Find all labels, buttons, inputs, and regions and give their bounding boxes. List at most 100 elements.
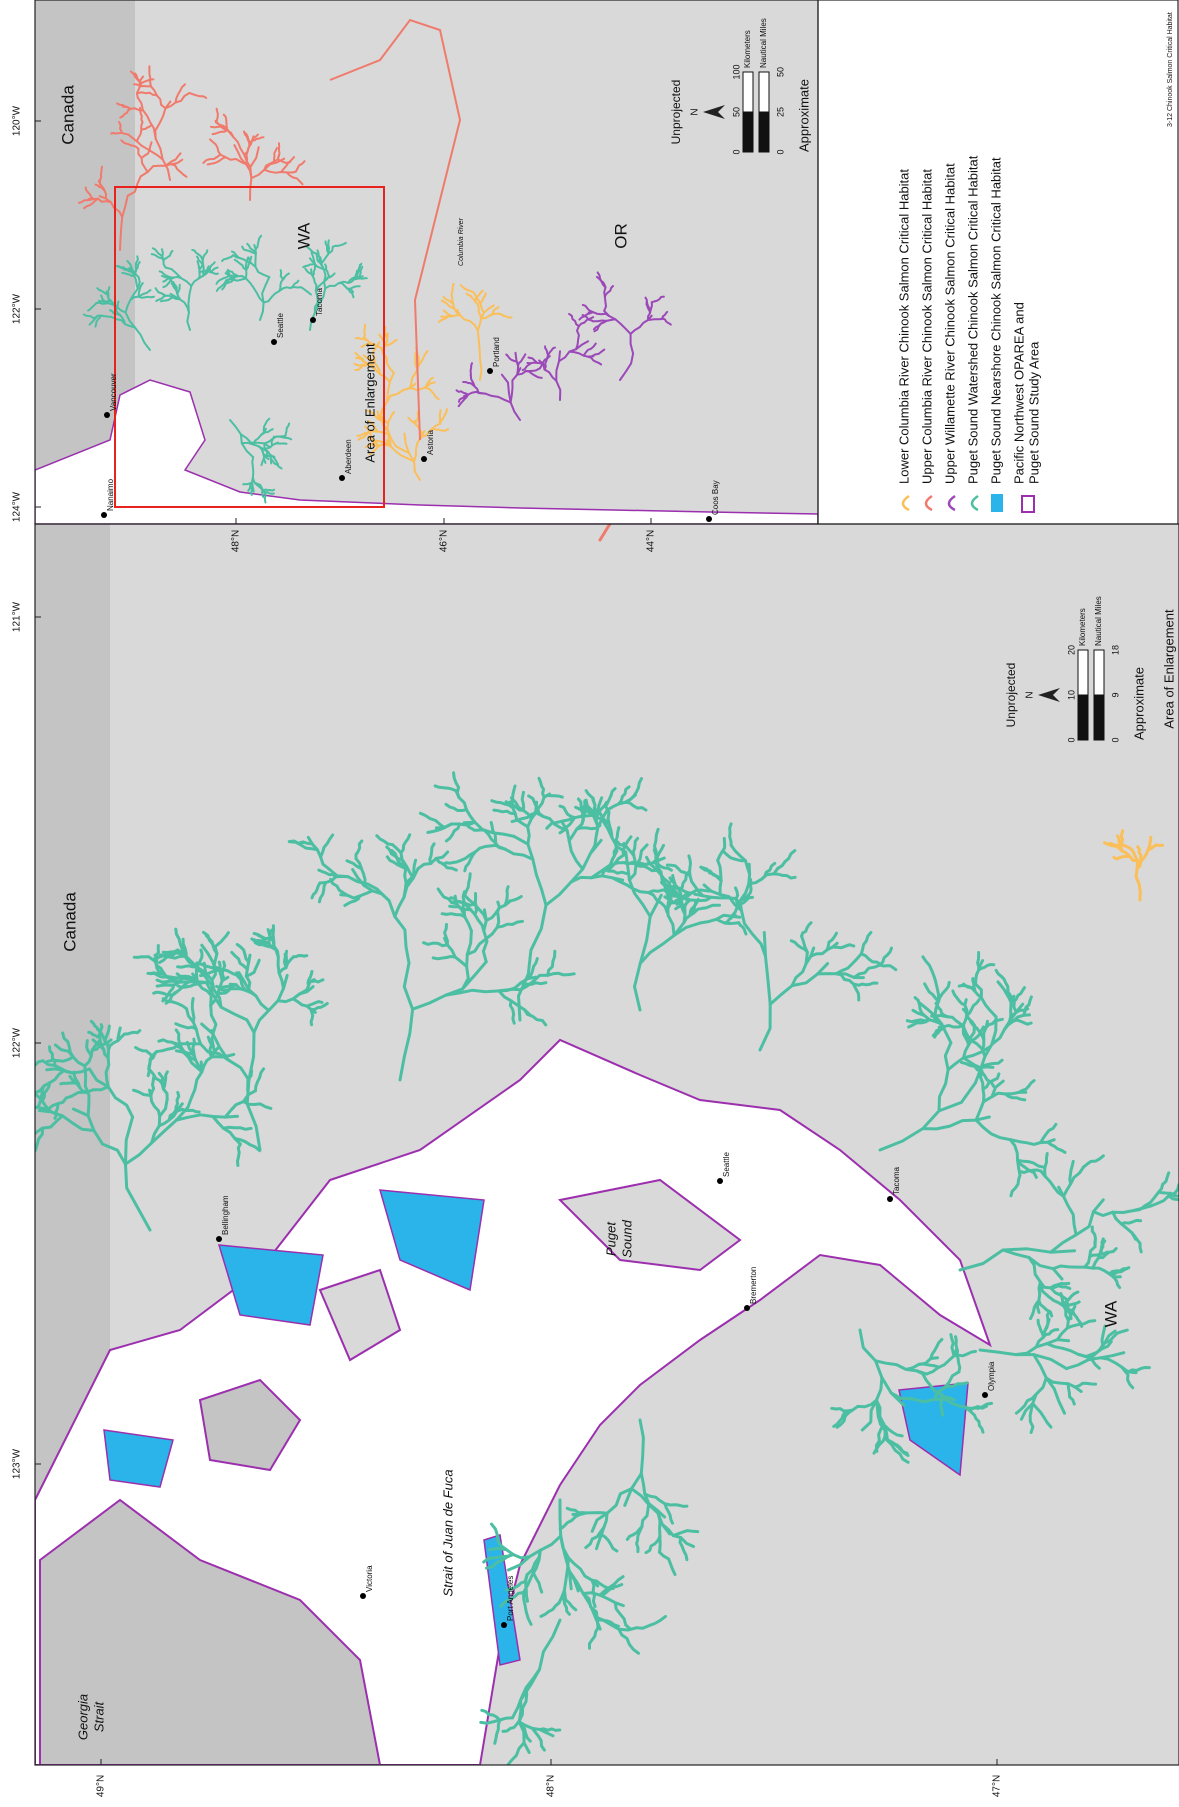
river bbox=[522, 792, 523, 810]
river bbox=[941, 1394, 943, 1415]
scale-note: Approximate bbox=[1131, 667, 1146, 740]
city-label: Olympia bbox=[987, 1361, 996, 1391]
page: Canada WA Puget Sound Georgia Strait Str… bbox=[0, 0, 1179, 1807]
city-label: Bellingham bbox=[221, 1195, 230, 1235]
scale-tick-label: 0 bbox=[731, 149, 741, 154]
water-label: Sound bbox=[619, 1219, 634, 1257]
scale-tick-label: 25 bbox=[775, 107, 785, 117]
scale-bar-segment bbox=[1078, 695, 1088, 740]
river bbox=[134, 957, 151, 959]
city-dot bbox=[310, 317, 316, 323]
city-label: Portland bbox=[492, 337, 501, 367]
river bbox=[544, 795, 562, 797]
scale-unit: Nautical Miles bbox=[759, 18, 768, 68]
river bbox=[243, 483, 252, 484]
city-dot bbox=[216, 1236, 222, 1242]
city-dot bbox=[982, 1392, 988, 1398]
scale-unit: Kilometers bbox=[743, 30, 752, 68]
scale-tick-label: 100 bbox=[731, 64, 741, 79]
river bbox=[223, 1127, 251, 1129]
city-dot bbox=[717, 1178, 723, 1184]
city-dot bbox=[744, 1305, 750, 1311]
longitude-label: 121°W bbox=[12, 601, 23, 632]
city-label: Aberdeen bbox=[344, 439, 353, 474]
latitude-label: 46°N bbox=[439, 530, 450, 552]
scale-tick-label: 20 bbox=[1066, 645, 1076, 655]
scale-bar-segment bbox=[1094, 650, 1104, 695]
river bbox=[626, 863, 650, 864]
river bbox=[311, 1009, 313, 1024]
city-dot bbox=[501, 1622, 507, 1628]
region-label: Canada bbox=[60, 892, 79, 952]
river bbox=[192, 999, 194, 1023]
city-label: Tacoma bbox=[315, 287, 324, 316]
scale-bar-segment bbox=[1094, 695, 1104, 740]
city-dot bbox=[487, 368, 493, 374]
region-label: WA bbox=[294, 222, 313, 249]
river bbox=[148, 973, 163, 974]
river bbox=[273, 926, 274, 947]
city-dot bbox=[706, 516, 712, 522]
latitude-label: 44°N bbox=[646, 530, 657, 552]
scale-bar-segment bbox=[759, 72, 769, 112]
longitude-label: 120°W bbox=[12, 105, 23, 136]
scale-tick-label: 18 bbox=[1110, 645, 1120, 655]
footer: 3-12 Chinook Salmon Critical Habitat bbox=[1167, 12, 1174, 127]
water-label: Georgia bbox=[75, 1694, 90, 1740]
city-label: Seattle bbox=[276, 313, 285, 338]
latitude-label: 48°N bbox=[546, 1775, 557, 1797]
scale-tick-label: 0 bbox=[1110, 737, 1120, 742]
city-label: Seattle bbox=[722, 1152, 731, 1177]
city-label: Tacoma bbox=[892, 1166, 901, 1195]
scale-bar-segment bbox=[1078, 650, 1088, 695]
latitude-label: 47°N bbox=[992, 1775, 1003, 1797]
water-label: Puget bbox=[603, 1221, 618, 1256]
river bbox=[730, 824, 732, 846]
river bbox=[262, 488, 264, 497]
scale-tick-label: 50 bbox=[731, 107, 741, 117]
river bbox=[178, 966, 198, 967]
longitude-label: 123°W bbox=[12, 1448, 23, 1479]
longitude-label: 124°W bbox=[12, 491, 23, 522]
region-label: OR bbox=[611, 223, 630, 249]
city-dot bbox=[360, 1593, 366, 1599]
city-label: Victoria bbox=[365, 1565, 374, 1592]
scale-tick-label: 0 bbox=[775, 149, 785, 154]
river bbox=[1121, 831, 1123, 845]
river bbox=[111, 133, 121, 134]
river bbox=[540, 1729, 560, 1731]
scale-tick-label: 50 bbox=[775, 67, 785, 77]
river bbox=[139, 297, 154, 298]
city-label: Vancouver bbox=[109, 373, 118, 411]
river bbox=[275, 443, 287, 444]
city-dot bbox=[421, 456, 427, 462]
city-dot bbox=[271, 339, 277, 345]
river bbox=[61, 1083, 76, 1084]
city-dot bbox=[887, 1196, 893, 1202]
river bbox=[689, 856, 691, 876]
city-dot bbox=[104, 412, 110, 418]
scale-unit: Nautical Miles bbox=[1094, 596, 1103, 646]
longitude-label: 122°W bbox=[12, 293, 23, 324]
map-sheet: Canada WA Puget Sound Georgia Strait Str… bbox=[0, 0, 1179, 1807]
projection: Unprojected bbox=[1004, 663, 1018, 728]
city-label: Astoria bbox=[426, 430, 435, 455]
scale-tick-label: 0 bbox=[1066, 737, 1076, 742]
caption: Area of Enlargement bbox=[1161, 609, 1176, 729]
river bbox=[357, 278, 367, 279]
city-label: Bremerton bbox=[749, 1267, 758, 1304]
scale-note: Approximate bbox=[796, 79, 811, 152]
region-label: Canada bbox=[58, 85, 77, 145]
river bbox=[978, 953, 979, 970]
legend-symbol bbox=[991, 494, 1003, 512]
legend-label: Puget Sound Nearshore Chinook Salmon Cri… bbox=[988, 157, 1003, 484]
city-dot bbox=[339, 475, 345, 481]
legend-label: Upper Willamette River Chinook Salmon Cr… bbox=[942, 163, 957, 484]
legend-label: Upper Columbia River Chinook Salmon Crit… bbox=[919, 169, 934, 484]
river bbox=[364, 325, 365, 337]
legend-label: Lower Columbia River Chinook Salmon Crit… bbox=[896, 169, 911, 484]
latitude-label: 49°N bbox=[96, 1775, 107, 1797]
river-label: Columbia River bbox=[458, 217, 465, 266]
river bbox=[548, 973, 575, 975]
city-label: Nanaimo bbox=[106, 478, 115, 511]
